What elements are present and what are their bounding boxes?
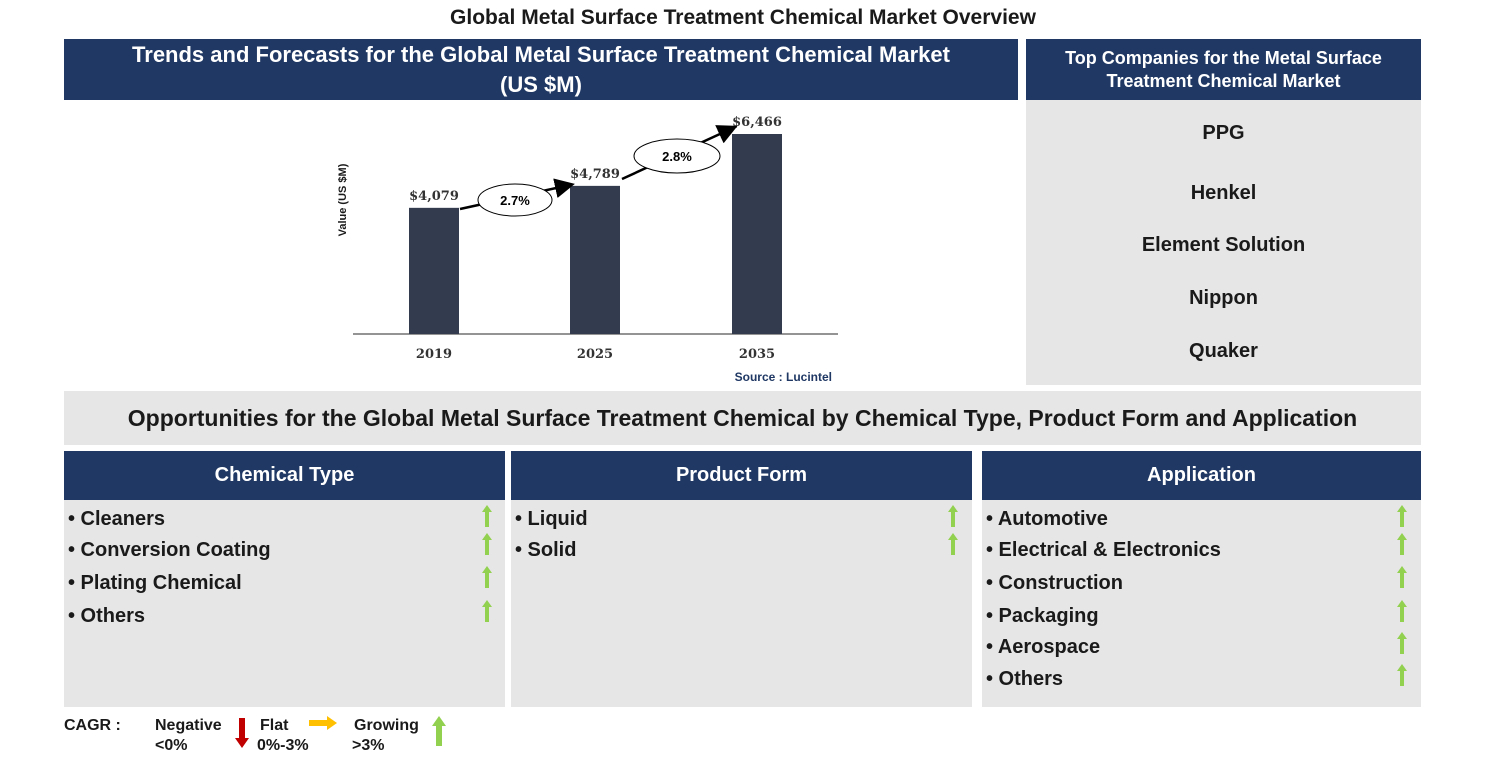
up-arrow-icon bbox=[1397, 600, 1407, 622]
segment-item: • Conversion Coating bbox=[68, 539, 271, 561]
segment-header-product-form: Product Form bbox=[511, 451, 972, 500]
segment-item: • Aerospace bbox=[986, 636, 1101, 658]
up-arrow-icon bbox=[482, 505, 492, 527]
companies-list: PPG Henkel Element Solution Nippon Quake… bbox=[1026, 100, 1421, 385]
legend-flat-name: Flat bbox=[260, 717, 289, 734]
company-item: Element Solution bbox=[1141, 234, 1306, 256]
segment-item: • Automotive bbox=[986, 508, 1108, 530]
segment-item: • Cleaners bbox=[68, 508, 166, 530]
company-item: Quaker bbox=[1189, 340, 1258, 362]
up-arrow-icon bbox=[948, 505, 958, 527]
segment-list-product-form: • Liquid • Solid bbox=[511, 500, 972, 707]
bar-chart-svg: Value (US $M) $4,079 2019 $4,789 2025 $6,466… bbox=[337, 115, 838, 384]
y-axis-label: Value (US $M) bbox=[337, 163, 349, 236]
bar-2035 bbox=[732, 134, 782, 334]
cagr-legend: CAGR : Negative <0% Flat 0%-3% Growing >… bbox=[64, 714, 484, 764]
legend-label: CAGR : bbox=[64, 717, 121, 734]
bar-2025 bbox=[570, 185, 620, 334]
chart-source: Source : Lucintel bbox=[735, 370, 832, 384]
up-arrow-icon bbox=[948, 533, 958, 555]
bar-value-label: $4,789 bbox=[570, 167, 620, 182]
x-tick-label: 2025 bbox=[577, 347, 613, 362]
segment-item: • Plating Chemical bbox=[68, 572, 242, 594]
segment-item: • Solid bbox=[515, 539, 577, 561]
up-arrow-icon bbox=[482, 600, 492, 622]
companies-header: Top Companies for the Metal Surface Trea… bbox=[1026, 39, 1421, 100]
x-tick-label: 2035 bbox=[739, 347, 775, 362]
company-item: Nippon bbox=[1189, 287, 1258, 309]
segment-item: • Liquid bbox=[515, 508, 588, 530]
up-arrow-icon bbox=[1397, 664, 1407, 686]
bar-value-label: $4,079 bbox=[409, 189, 459, 204]
opportunities-banner: Opportunities for the Global Metal Surfa… bbox=[64, 391, 1421, 445]
trend-chart: Value (US $M) $4,079 2019 $4,789 2025 $6,466… bbox=[300, 100, 880, 390]
legend-negative-name: Negative bbox=[155, 717, 222, 734]
up-arrow-icon bbox=[1397, 566, 1407, 588]
company-item: Henkel bbox=[1190, 182, 1257, 204]
segment-item: • Others bbox=[68, 605, 146, 627]
x-tick-label: 2019 bbox=[416, 347, 452, 362]
company-item: PPG bbox=[1202, 122, 1245, 144]
up-arrow-icon bbox=[482, 566, 492, 588]
bar-value-label: $6,466 bbox=[732, 115, 782, 130]
bar-2019 bbox=[409, 207, 459, 334]
up-arrow-icon bbox=[1397, 505, 1407, 527]
page-title: Global Metal Surface Treatment Chemical … bbox=[450, 6, 1036, 29]
segment-header-chemical-type: Chemical Type bbox=[64, 451, 505, 500]
segment-item: • Construction bbox=[986, 572, 1123, 594]
legend-growing-name: Growing bbox=[354, 717, 419, 734]
segment-item: • Electrical & Electronics bbox=[986, 539, 1221, 561]
legend-negative-range: <0% bbox=[155, 737, 188, 754]
cagr-label: 2.8% bbox=[662, 149, 692, 164]
down-arrow-icon bbox=[235, 718, 249, 748]
segment-item: • Others bbox=[986, 668, 1064, 690]
segment-list-application: • Automotive • Electrical & Electronics … bbox=[982, 500, 1421, 707]
trend-header: Trends and Forecasts for the Global Meta… bbox=[64, 39, 1018, 100]
up-arrow-icon bbox=[482, 533, 492, 555]
legend-flat-range: 0%-3% bbox=[257, 737, 309, 754]
segment-list-chemical-type: • Cleaners • Conversion Coating • Platin… bbox=[64, 500, 505, 707]
right-arrow-icon bbox=[309, 716, 337, 730]
cagr-bubble bbox=[633, 138, 721, 174]
up-arrow-icon bbox=[1397, 632, 1407, 654]
up-arrow-icon bbox=[432, 716, 446, 746]
segment-header-application: Application bbox=[982, 451, 1421, 500]
cagr-label: 2.7% bbox=[500, 193, 530, 208]
up-arrow-icon bbox=[1397, 533, 1407, 555]
legend-growing-range: >3% bbox=[352, 737, 385, 754]
segment-item: • Packaging bbox=[986, 605, 1099, 627]
cagr-bubble bbox=[477, 183, 553, 217]
